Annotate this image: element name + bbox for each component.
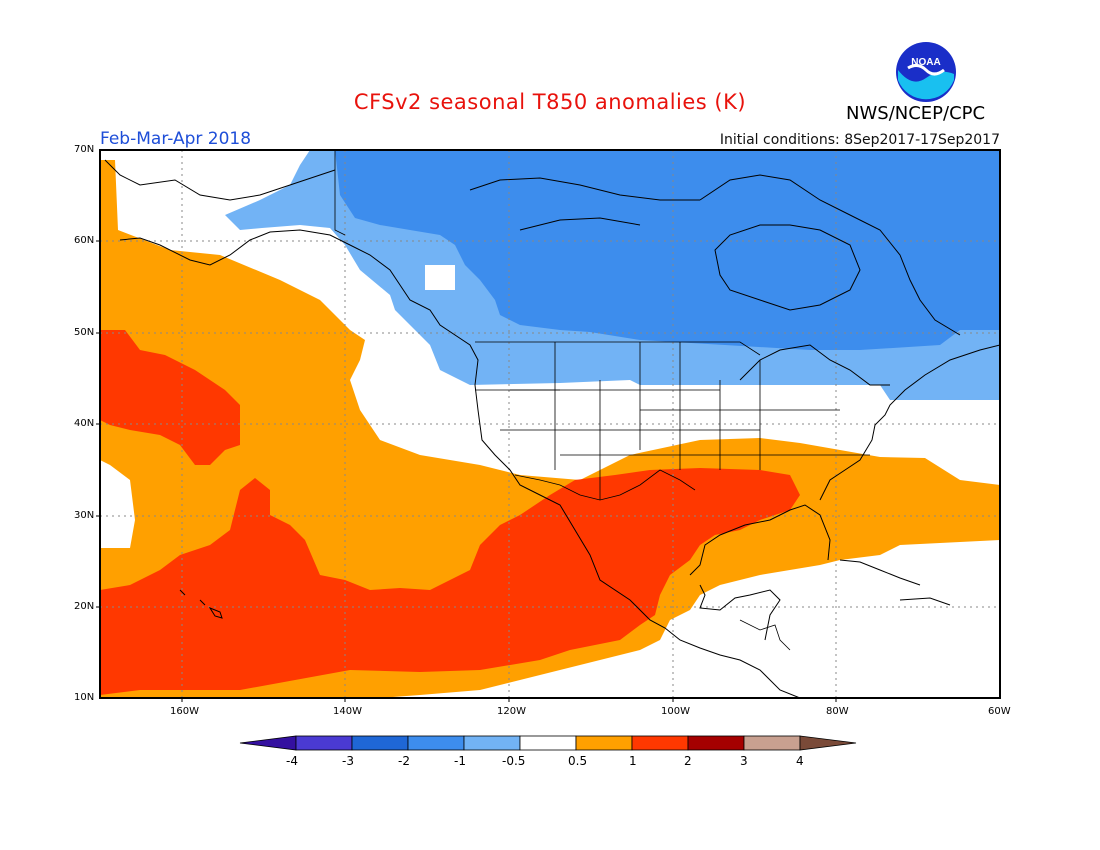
lon-label: 80W [826, 706, 849, 717]
lon-label: 140W [333, 706, 362, 717]
lon-label: 160W [170, 706, 199, 717]
colorbar-label: 1 [629, 754, 637, 768]
colorbar-label: -3 [342, 754, 354, 768]
lat-label: 30N [74, 510, 95, 521]
colorbar-arrow-left [239, 735, 297, 751]
colorbar-segment [687, 735, 745, 751]
colorbar [239, 735, 857, 751]
colorbar-label: 4 [796, 754, 804, 768]
colorbar-label: -4 [286, 754, 298, 768]
colorbar-segment [407, 735, 465, 751]
colorbar-segment [743, 735, 801, 751]
initial-conditions: Initial conditions: 8Sep2017-17Sep2017 [719, 132, 1000, 148]
lat-label: 70N [74, 144, 95, 155]
lat-label: 10N [74, 692, 95, 703]
anomaly-region-orange [100, 160, 1000, 698]
colorbar-label: -0.5 [502, 754, 526, 768]
anomaly-region-red [100, 330, 240, 465]
political-borders [334, 150, 870, 651]
map-title: CFSv2 seasonal T850 anomalies (K) [353, 90, 747, 114]
lat-label: 20N [74, 601, 95, 612]
noaa-logo: NOAA [896, 42, 956, 102]
colorbar-segment [351, 735, 409, 751]
colorbar-label: 0.5 [568, 754, 588, 768]
map-grid [100, 150, 1000, 698]
forecast-period: Feb-Mar-Apr 2018 [100, 129, 252, 149]
colorbar-segment [295, 735, 353, 751]
colorbar-segment [519, 735, 577, 751]
colorbar-label: -2 [398, 754, 410, 768]
colorbar-segment [575, 735, 633, 751]
neutral-hole [425, 265, 455, 290]
colorbar-segment [463, 735, 521, 751]
lon-label: 100W [661, 706, 690, 717]
colorbar-segment [631, 735, 689, 751]
colorbar-label: 3 [740, 754, 748, 768]
lat-label: 60N [74, 235, 95, 246]
lat-label: 40N [74, 418, 95, 429]
agency-label: NWS/NCEP/CPC [846, 103, 986, 124]
colorbar-arrow-right [799, 735, 857, 751]
lat-label: 50N [74, 327, 95, 338]
lon-label: 60W [988, 706, 1011, 717]
colorbar-label: 2 [684, 754, 692, 768]
coastlines [104, 159, 1000, 698]
map-ticks [96, 240, 837, 702]
colorbar-label: -1 [454, 754, 466, 768]
lon-label: 120W [497, 706, 526, 717]
anomaly-region-red-main [100, 468, 800, 695]
anomaly-region-blue [335, 150, 1000, 350]
noaa-logo-text: NOAA [911, 57, 940, 68]
